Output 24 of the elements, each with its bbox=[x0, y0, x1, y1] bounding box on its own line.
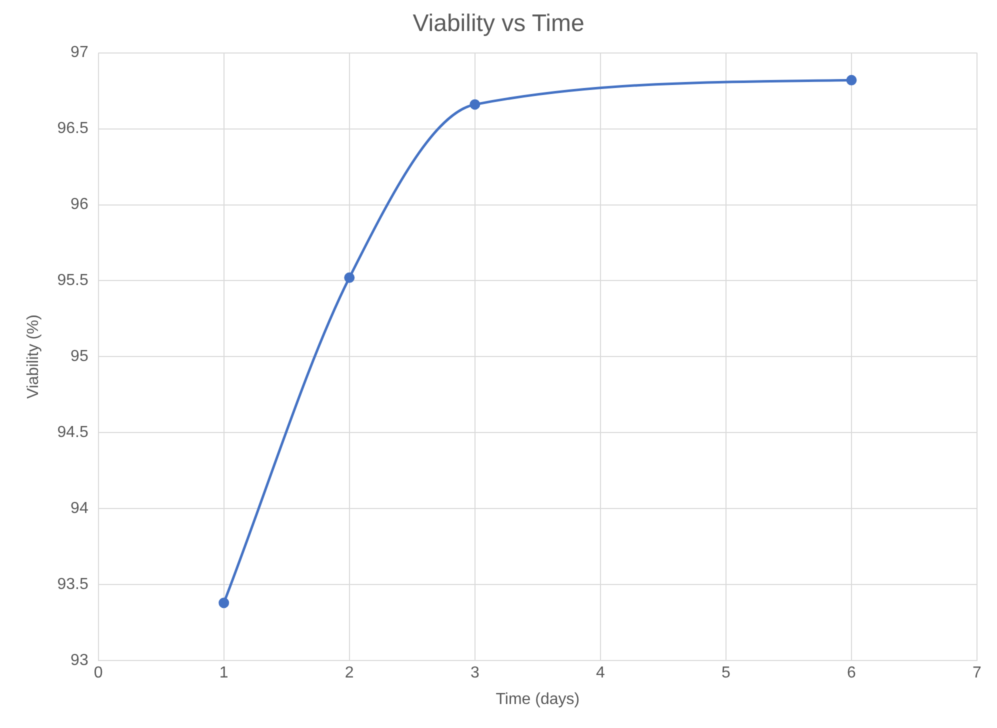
point bbox=[846, 74, 857, 86]
y-tick-label: 94.5 bbox=[57, 424, 88, 442]
chart-title: Viability vs Time bbox=[412, 10, 584, 38]
y-tick-label: 94 bbox=[70, 500, 88, 518]
y-tick-label: 93.5 bbox=[57, 576, 88, 594]
x-tick-label: 1 bbox=[219, 664, 228, 682]
y-tick-label: 95 bbox=[70, 348, 88, 366]
y-tick-label: 96 bbox=[70, 196, 88, 214]
x-tick-label: 3 bbox=[470, 664, 480, 682]
x-axis-title: Time (days) bbox=[496, 690, 580, 708]
y-axis-title: Viability (%) bbox=[25, 314, 42, 399]
point bbox=[470, 99, 480, 110]
point bbox=[218, 598, 230, 608]
y-tick-label: 97 bbox=[70, 44, 88, 62]
x-tick-label: 4 bbox=[596, 664, 605, 682]
x-tick-label: 6 bbox=[847, 664, 856, 682]
x-tick-label: 2 bbox=[344, 664, 354, 682]
y-tick-label: 93 bbox=[70, 652, 88, 670]
x-tick-label: 5 bbox=[722, 664, 730, 682]
point bbox=[344, 272, 355, 283]
x-tick-label: 0 bbox=[94, 664, 103, 682]
x-tick-label: 7 bbox=[972, 664, 982, 682]
y-tick-label: 96.5 bbox=[57, 120, 88, 138]
y-tick-label: 95.5 bbox=[57, 272, 88, 290]
